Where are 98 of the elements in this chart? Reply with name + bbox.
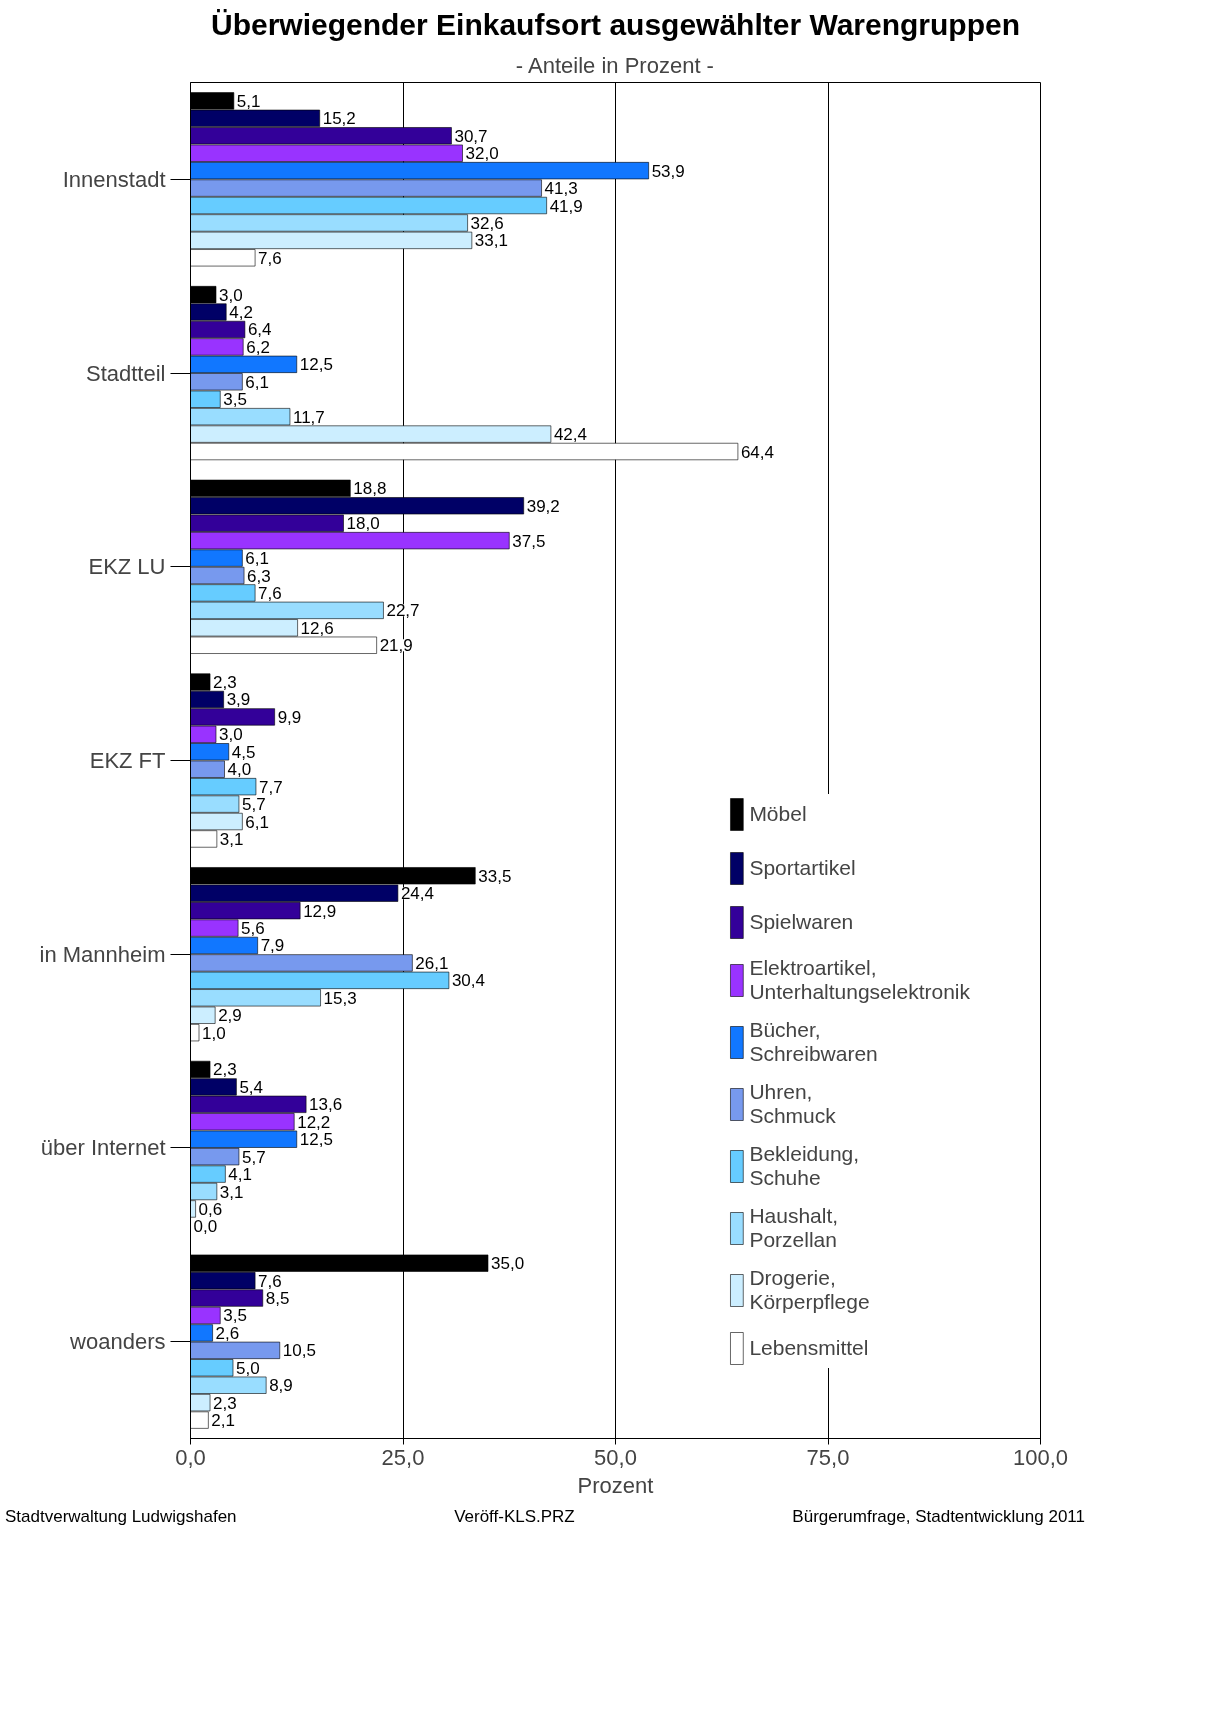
data-label: 3,5 bbox=[223, 1306, 247, 1326]
data-label: 12,9 bbox=[303, 901, 337, 921]
data-label: 11,7 bbox=[292, 407, 325, 427]
data-label: 7,6 bbox=[258, 248, 282, 268]
data-label: 0,0 bbox=[193, 1217, 218, 1237]
data-label: 3,1 bbox=[219, 829, 244, 849]
y-tick-label: woanders bbox=[69, 1329, 166, 1355]
x-tick-label: 75,0 bbox=[806, 1444, 850, 1470]
y-tick-label: Innenstadt bbox=[62, 166, 166, 192]
data-label: 5,6 bbox=[241, 919, 265, 939]
data-label: 2,1 bbox=[211, 1411, 235, 1431]
data-label: 3,0 bbox=[219, 725, 243, 745]
data-label: 2,9 bbox=[218, 1006, 242, 1026]
data-label: 30,7 bbox=[454, 126, 488, 146]
x-tick-label: 50,0 bbox=[594, 1444, 637, 1470]
legend-label: Bücher, Schreibwaren bbox=[749, 1018, 878, 1066]
legend-label: Lebensmittel bbox=[749, 1336, 869, 1360]
data-label: 32,0 bbox=[465, 144, 499, 164]
data-label: 10,5 bbox=[282, 1341, 316, 1361]
y-tick-label: in Mannheim bbox=[39, 941, 166, 967]
data-label: 64,4 bbox=[740, 442, 774, 462]
data-label: 5,4 bbox=[239, 1077, 264, 1097]
y-tick-label: EKZ FT bbox=[89, 748, 166, 773]
data-label: 5,7 bbox=[241, 795, 266, 815]
data-label: 5,1 bbox=[236, 91, 261, 111]
legend-label: Möbel bbox=[749, 802, 807, 826]
data-label: 4,0 bbox=[227, 760, 252, 780]
data-label: 6,1 bbox=[245, 812, 269, 832]
x-tick-label: 100,0 bbox=[1012, 1444, 1069, 1470]
data-label: 33,5 bbox=[478, 866, 512, 886]
data-label: 15,2 bbox=[322, 109, 356, 129]
data-label: 0,6 bbox=[198, 1199, 223, 1219]
legend-label: Sportartikel bbox=[749, 856, 856, 880]
data-label: 18,8 bbox=[353, 479, 387, 499]
data-label: 3,9 bbox=[226, 690, 251, 710]
data-label: 37,5 bbox=[512, 531, 546, 551]
text: Stadtverwaltung Ludwigshafen bbox=[5, 1506, 237, 1528]
legend-label: Drogerie, Körperpflege bbox=[749, 1266, 870, 1314]
data-label: 4,2 bbox=[229, 303, 253, 323]
data-label: 21,9 bbox=[379, 636, 413, 656]
data-label: 41,9 bbox=[549, 196, 583, 216]
data-label: 39,2 bbox=[526, 496, 560, 516]
data-label: 8,9 bbox=[269, 1376, 293, 1396]
data-label: 12,6 bbox=[300, 618, 334, 638]
data-label: 18,0 bbox=[346, 514, 380, 534]
data-label: 15,3 bbox=[323, 988, 357, 1008]
data-label: 7,6 bbox=[258, 583, 282, 603]
text: Bürgerumfrage, Stadtentwicklung 2011 bbox=[792, 1506, 1085, 1528]
data-label: 3,5 bbox=[223, 390, 247, 410]
data-label: 7,9 bbox=[260, 936, 285, 956]
chart-title: Überwiegender Einkaufsort ausgewählter Warengruppen bbox=[210, 7, 1021, 41]
y-tick-label: EKZ LU bbox=[88, 554, 166, 580]
y-tick-label: Stadtteil bbox=[86, 360, 166, 386]
data-label: 35,0 bbox=[491, 1254, 525, 1274]
data-label: 12,2 bbox=[297, 1112, 331, 1132]
data-label: 9,9 bbox=[277, 707, 302, 727]
data-label: 30,4 bbox=[451, 971, 485, 991]
data-label: 12,5 bbox=[299, 1130, 333, 1150]
data-label: 7,7 bbox=[258, 777, 283, 797]
data-label: 4,5 bbox=[231, 742, 256, 762]
data-label: 2,3 bbox=[213, 1393, 237, 1413]
data-label: 8,5 bbox=[265, 1289, 290, 1309]
data-label: 53,9 bbox=[651, 161, 685, 181]
data-label: 4,1 bbox=[228, 1165, 252, 1185]
data-label: 12,5 bbox=[299, 355, 333, 375]
data-label: 6,2 bbox=[246, 337, 270, 357]
data-label: 6,4 bbox=[247, 320, 272, 340]
data-label: 5,0 bbox=[236, 1358, 260, 1378]
data-label: 26,1 bbox=[415, 953, 449, 973]
data-label: 6,1 bbox=[245, 549, 269, 569]
data-label: 5,7 bbox=[241, 1147, 266, 1167]
data-label: 13,6 bbox=[309, 1095, 343, 1115]
data-label: 42,4 bbox=[553, 425, 587, 445]
data-label: 6,3 bbox=[247, 566, 271, 586]
y-tick-label: über Internet bbox=[40, 1135, 166, 1161]
legend-label: Bekleidung, Schuhe bbox=[749, 1142, 860, 1190]
legend-label: Haushalt, Porzellan bbox=[749, 1204, 839, 1252]
legend-label: Spielwaren bbox=[749, 910, 854, 934]
data-label: 2,3 bbox=[213, 1060, 237, 1080]
x-tick-label: 0,0 bbox=[175, 1444, 206, 1470]
data-label: 24,4 bbox=[400, 884, 434, 904]
data-label: 1,0 bbox=[202, 1023, 226, 1043]
x-tick-label: 25,0 bbox=[381, 1444, 425, 1470]
text: Veröff-KLS.PRZ bbox=[454, 1506, 575, 1528]
data-label: 3,0 bbox=[219, 285, 243, 305]
data-label: 32,6 bbox=[470, 213, 504, 233]
chart-subtitle: - Anteile in Prozent - bbox=[515, 52, 714, 78]
data-label: 41,3 bbox=[544, 179, 578, 199]
legend-label: Elektroartikel, Unterhaltungselektronik bbox=[749, 956, 970, 1004]
data-label: 6,1 bbox=[245, 372, 269, 392]
data-label: 7,6 bbox=[258, 1271, 282, 1291]
data-label: 3,1 bbox=[219, 1182, 244, 1202]
x-axis-title: Prozent bbox=[577, 1472, 654, 1498]
legend-label: Uhren, Schmuck bbox=[749, 1080, 836, 1128]
data-label: 2,6 bbox=[215, 1323, 240, 1343]
data-label: 33,1 bbox=[474, 231, 508, 251]
data-label: 2,3 bbox=[213, 673, 237, 693]
data-label: 22,7 bbox=[386, 601, 420, 621]
